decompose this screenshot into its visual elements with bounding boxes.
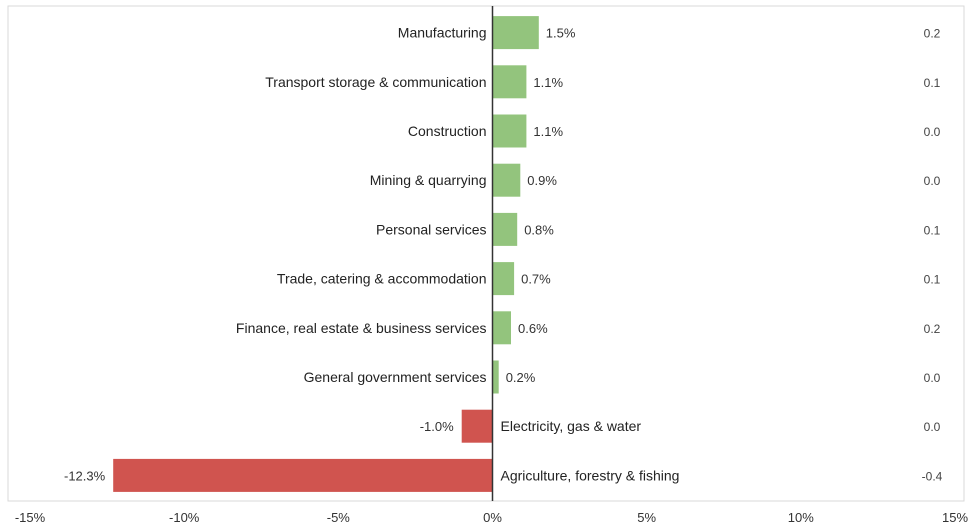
right-value-label: 0.0 [924, 125, 941, 139]
bar [492, 212, 518, 246]
right-value-label: 0.0 [924, 420, 941, 434]
data-label: 0.8% [524, 222, 554, 237]
data-label: -12.3% [64, 468, 106, 483]
bar [461, 409, 493, 443]
right-value-label: 0.2 [924, 322, 941, 336]
bar [492, 16, 539, 50]
data-label: 0.9% [527, 173, 557, 188]
x-tick-label: -10% [169, 510, 200, 525]
category-label: Mining & quarrying [370, 172, 487, 188]
category-label: General government services [304, 369, 487, 385]
category-label: Trade, catering & accommodation [277, 271, 487, 287]
x-tick-label: -15% [15, 510, 46, 525]
category-label: Construction [408, 123, 487, 139]
category-label: Manufacturing [398, 25, 487, 41]
bar [492, 114, 527, 148]
data-label: 1.1% [533, 75, 563, 90]
right-value-label: 0.0 [924, 371, 941, 385]
right-value-label: 0.1 [924, 223, 941, 237]
right-value-label: 0.1 [924, 273, 941, 287]
labels-layer: Manufacturing 1.5% 0.2 Transport storage & … [64, 25, 943, 484]
bar [113, 458, 493, 492]
plot-frame [7, 5, 965, 502]
bars-layer [113, 16, 539, 492]
x-tick-label: 5% [637, 510, 656, 525]
bar [492, 262, 515, 296]
category-label: Agriculture, forestry & fishing [501, 467, 680, 483]
data-label: 0.6% [518, 321, 548, 336]
category-label: Transport storage & communication [265, 74, 486, 90]
right-value-label: 0.0 [924, 174, 941, 188]
x-tick-label: 0% [483, 510, 502, 525]
category-label: Electricity, gas & water [501, 418, 642, 434]
data-label: 1.5% [546, 26, 576, 41]
right-value-label: 0.2 [924, 27, 941, 41]
data-label: 0.2% [506, 370, 536, 385]
x-axis: -15% -10% -5% 0% 5% 10% 15% [15, 510, 969, 525]
bar [492, 163, 521, 197]
x-tick-label: -5% [327, 510, 351, 525]
right-value-label: -0.4 [922, 469, 943, 483]
category-label: Personal services [376, 221, 487, 237]
bar [492, 311, 511, 345]
data-label: 0.7% [521, 272, 551, 287]
x-tick-label: 10% [788, 510, 814, 525]
data-label: 1.1% [533, 124, 563, 139]
x-tick-label: 15% [942, 510, 968, 525]
bar [492, 360, 499, 394]
bar [492, 65, 527, 99]
data-label: -1.0% [420, 419, 454, 434]
category-label: Finance, real estate & business services [236, 320, 487, 336]
right-value-label: 0.1 [924, 76, 941, 90]
